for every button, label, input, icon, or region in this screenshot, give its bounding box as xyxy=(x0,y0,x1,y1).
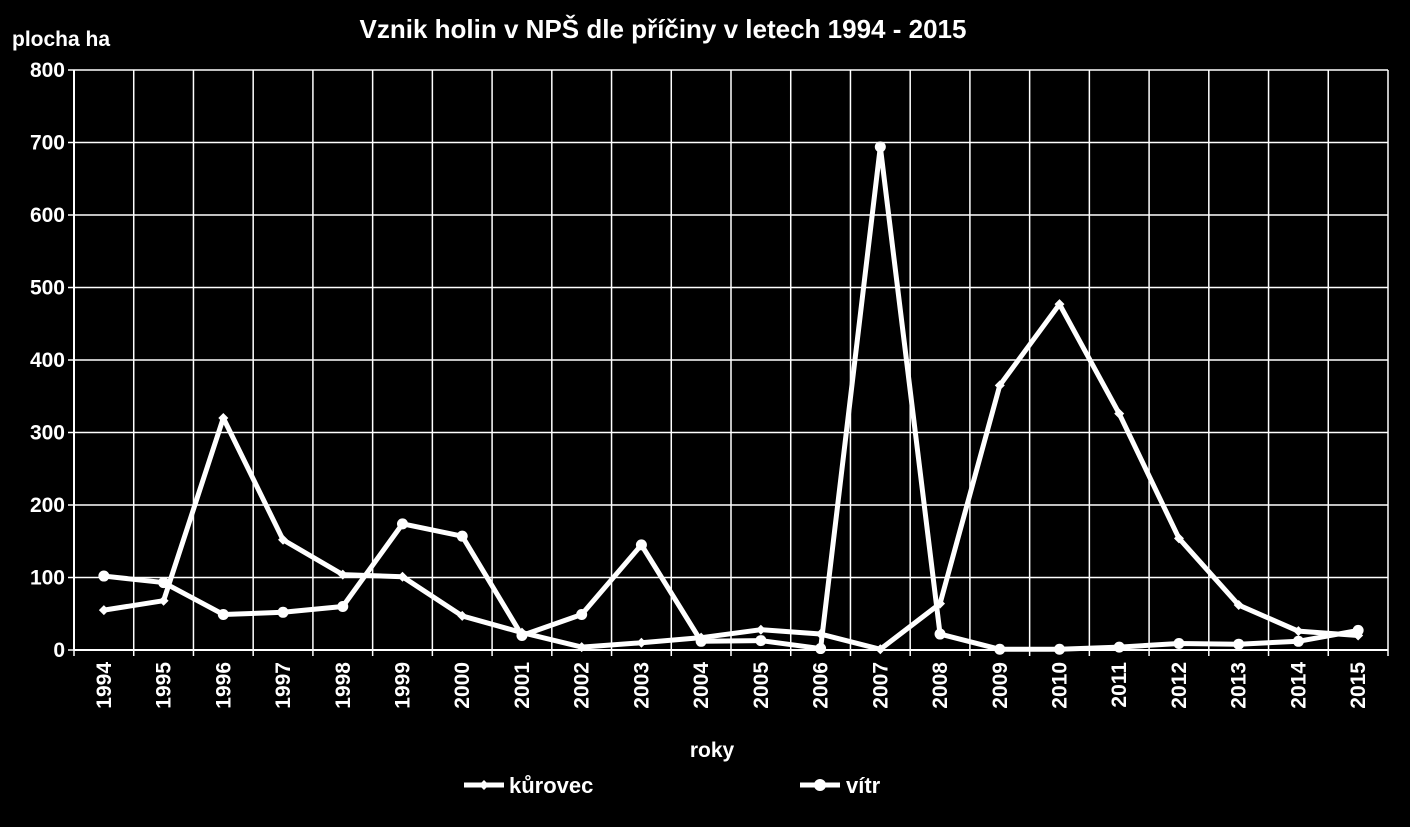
point-kurovec-1998 xyxy=(337,569,348,580)
x-tick-label-2015: 2015 xyxy=(1347,662,1370,709)
point-vitr-2000 xyxy=(456,530,468,542)
point-vitr-1997 xyxy=(277,606,289,618)
point-vitr-2011 xyxy=(1113,641,1125,653)
point-vitr-2005 xyxy=(755,635,767,647)
point-vitr-2008 xyxy=(934,628,946,640)
point-kurovec-2009 xyxy=(994,380,1005,391)
point-vitr-1994 xyxy=(98,570,110,582)
x-tick-label-2013: 2013 xyxy=(1228,662,1251,709)
x-tick-label-2001: 2001 xyxy=(511,662,534,709)
x-tick-label-2014: 2014 xyxy=(1287,662,1310,709)
point-kurovec-2002 xyxy=(576,642,587,653)
x-tick-label-1994: 1994 xyxy=(93,662,116,709)
point-kurovec-2010 xyxy=(1054,299,1065,310)
x-tick-labels: 1994 1995 1996 1997 1998 1999 2000 2001 2002 2003… xyxy=(93,662,1370,709)
legend-item-kurovec: kůrovec xyxy=(464,773,593,798)
y-tick-label-800: 800 xyxy=(30,59,65,82)
point-vitr-1996 xyxy=(217,608,229,620)
point-kurovec-2014 xyxy=(1293,626,1304,637)
x-tick-label-2004: 2004 xyxy=(690,662,713,709)
y-tick-label-100: 100 xyxy=(30,567,65,590)
axes xyxy=(68,69,1389,656)
x-tick-label-2003: 2003 xyxy=(630,662,653,709)
x-tick-label-2007: 2007 xyxy=(869,662,892,709)
y-tick-label-200: 200 xyxy=(30,494,65,517)
legend-label-kurovec: kůrovec xyxy=(509,773,593,798)
y-tick-label-600: 600 xyxy=(30,204,65,227)
x-tick-label-1999: 1999 xyxy=(392,662,415,709)
point-kurovec-1994 xyxy=(98,605,109,616)
x-tick-label-2012: 2012 xyxy=(1168,662,1191,709)
point-vitr-2010 xyxy=(1054,643,1065,655)
point-vitr-2004 xyxy=(695,635,707,647)
x-tick-label-2009: 2009 xyxy=(989,662,1012,709)
point-kurovec-2005 xyxy=(755,624,766,635)
point-vitr-2002 xyxy=(576,608,588,620)
x-tick-label-2002: 2002 xyxy=(571,662,594,709)
y-tick-label-700: 700 xyxy=(30,132,65,155)
legend-marker-vitr xyxy=(814,779,826,791)
x-axis-title: roky xyxy=(690,739,735,762)
legend-label-vitr: vítr xyxy=(846,773,881,798)
point-kurovec-2011 xyxy=(1114,408,1125,419)
y-tick-label-400: 400 xyxy=(30,349,65,372)
point-kurovec-2008 xyxy=(935,598,946,609)
point-kurovec-2000 xyxy=(457,610,468,621)
point-kurovec-2007 xyxy=(875,644,886,655)
y-tick-label-0: 0 xyxy=(53,639,65,662)
y-tick-label-500: 500 xyxy=(30,277,65,300)
x-tick-label-1996: 1996 xyxy=(212,662,235,709)
point-kurovec-2012 xyxy=(1173,533,1184,544)
legend-marker-kurovec xyxy=(479,780,489,790)
point-vitr-1999 xyxy=(397,518,408,530)
point-kurovec-2003 xyxy=(636,637,647,648)
point-kurovec-1996 xyxy=(218,413,229,423)
chart-title: Vznik holin v NPŠ dle příčiny v letech 1… xyxy=(360,14,967,44)
y-axis-title: plocha ha xyxy=(12,28,110,51)
point-kurovec-1995 xyxy=(158,595,169,606)
series-line-kurovec xyxy=(101,301,1361,652)
x-tick-label-1995: 1995 xyxy=(153,662,176,709)
x-tick-label-2011: 2011 xyxy=(1108,662,1131,708)
grid-lines xyxy=(74,69,1389,651)
x-tick-label-2000: 2000 xyxy=(451,662,474,709)
x-tick-label-2010: 2010 xyxy=(1049,662,1072,709)
y-tick-labels: 0 100 200 300 400 500 600 700 800 xyxy=(30,59,65,662)
point-vitr-2003 xyxy=(635,539,647,551)
series-line-vitr xyxy=(101,144,1361,652)
y-tick-label-300: 300 xyxy=(30,422,65,445)
legend: kůrovec vítr xyxy=(464,773,881,798)
x-tick-label-1997: 1997 xyxy=(272,662,295,709)
point-kurovec-2013 xyxy=(1233,600,1244,611)
point-vitr-2012 xyxy=(1173,637,1185,649)
x-tick-label-1998: 1998 xyxy=(332,662,355,709)
point-kurovec-1999 xyxy=(397,571,408,582)
point-vitr-2001 xyxy=(516,630,528,641)
legend-item-vitr: vítr xyxy=(800,773,881,798)
point-vitr-2009 xyxy=(994,643,1006,655)
point-vitr-2014 xyxy=(1292,635,1304,647)
x-tick-label-2008: 2008 xyxy=(929,662,952,709)
point-kurovec-2006 xyxy=(815,629,826,640)
x-tick-label-2005: 2005 xyxy=(750,662,773,709)
point-vitr-2006 xyxy=(815,643,827,655)
point-vitr-2013 xyxy=(1233,638,1245,650)
series-lines xyxy=(98,141,1364,655)
point-vitr-2007 xyxy=(874,141,886,153)
point-vitr-2015 xyxy=(1352,624,1364,636)
x-tick-label-2006: 2006 xyxy=(810,662,833,709)
point-vitr-1998 xyxy=(337,601,349,612)
point-vitr-1995 xyxy=(158,577,170,589)
point-kurovec-1997 xyxy=(278,534,289,545)
